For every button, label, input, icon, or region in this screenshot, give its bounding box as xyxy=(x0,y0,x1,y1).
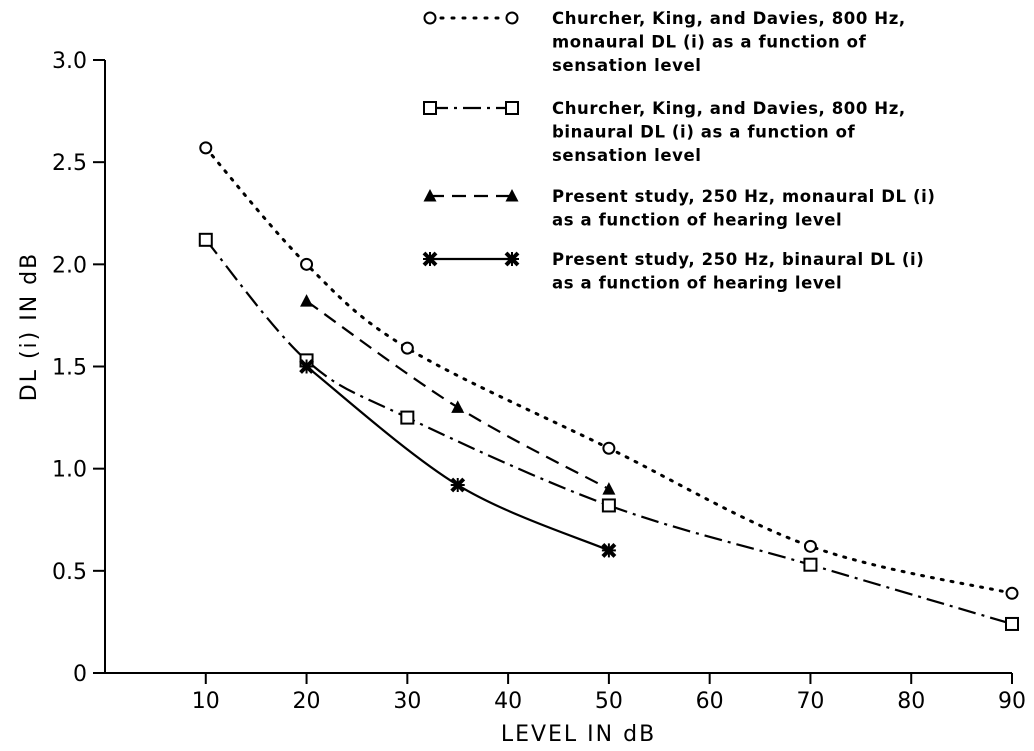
point-series-1 xyxy=(602,441,616,455)
legend-marker-1 xyxy=(423,11,437,25)
x-tick-label: 50 xyxy=(595,689,623,714)
legend-marker-1 xyxy=(505,11,519,25)
point-series-2 xyxy=(1005,616,1019,631)
y-tick-label: 1.0 xyxy=(52,458,87,483)
legend-marker-4 xyxy=(422,251,438,267)
series-line-1 xyxy=(204,146,1014,595)
x-tick-label: 10 xyxy=(192,689,220,714)
x-tick-label: 90 xyxy=(998,689,1026,714)
x-tick-label: 30 xyxy=(393,689,421,714)
legend-label-1: Churcher, King, and Davies, 800 Hz, xyxy=(552,9,906,28)
point-series-4 xyxy=(299,359,314,374)
point-series-4 xyxy=(601,542,617,558)
series-line-4 xyxy=(305,365,610,552)
legend-label-2: Churcher, King, and Davies, 800 Hz, xyxy=(552,99,906,118)
y-tick-label: 1.5 xyxy=(52,356,87,381)
point-series-3 xyxy=(602,482,616,495)
point-series-1 xyxy=(803,539,817,553)
series-line-3 xyxy=(305,300,610,491)
legend-marker-2 xyxy=(505,101,519,115)
legend: Churcher, King, and Davies, 800 Hz, monau… xyxy=(422,9,936,293)
legend-label-1: sensation level xyxy=(552,56,702,75)
legend-label-4: Present study, 250 Hz, binaural DL (i) xyxy=(552,250,924,269)
point-series-2 xyxy=(601,498,616,513)
x-tick-label: 70 xyxy=(796,689,824,714)
series-markers xyxy=(198,141,1019,631)
x-axis-title: LEVEL IN dB xyxy=(501,722,656,747)
y-tick-label: 3.0 xyxy=(52,49,87,74)
x-tick-label: 80 xyxy=(897,689,925,714)
series-line-2 xyxy=(204,239,1013,626)
legend-label-4: as a function of hearing level xyxy=(552,274,842,293)
x-tick-label: 20 xyxy=(293,689,321,714)
point-series-3 xyxy=(300,294,314,307)
legend-marker-3 xyxy=(505,189,519,202)
point-series-2 xyxy=(400,410,415,425)
axes: 10 20 30 40 50 60 70 80 90 0 0.5 1.0 1.5 2.0 2.5 3.0 xyxy=(52,49,1026,714)
x-tick-label: 40 xyxy=(494,689,522,714)
point-series-1 xyxy=(300,257,314,271)
x-tick-label: 60 xyxy=(696,689,724,714)
legend-label-3: as a function of hearing level xyxy=(552,211,842,230)
legend-marker-4 xyxy=(504,251,520,267)
legend-label-2: binaural DL (i) as a function of xyxy=(552,123,856,142)
point-series-1 xyxy=(400,341,414,355)
point-series-1 xyxy=(199,141,213,155)
y-tick-label: 2.5 xyxy=(52,151,87,176)
y-tick-label: 0.5 xyxy=(52,560,87,585)
legend-label-3: Present study, 250 Hz, monaural DL (i) xyxy=(552,187,936,206)
point-series-2 xyxy=(198,232,213,247)
y-tick-label: 0 xyxy=(73,662,87,687)
point-series-4 xyxy=(450,477,466,493)
legend-label-2: sensation level xyxy=(552,146,702,165)
point-series-3 xyxy=(451,400,465,413)
legend-marker-2 xyxy=(423,101,437,115)
y-axis-title: DL (i) IN dB xyxy=(17,252,42,401)
legend-label-1: monaural DL (i) as a function of xyxy=(552,33,867,52)
legend-marker-3 xyxy=(423,189,437,202)
y-tick-label: 2.0 xyxy=(52,253,87,278)
point-series-2 xyxy=(803,557,818,572)
point-series-1 xyxy=(1005,586,1019,600)
